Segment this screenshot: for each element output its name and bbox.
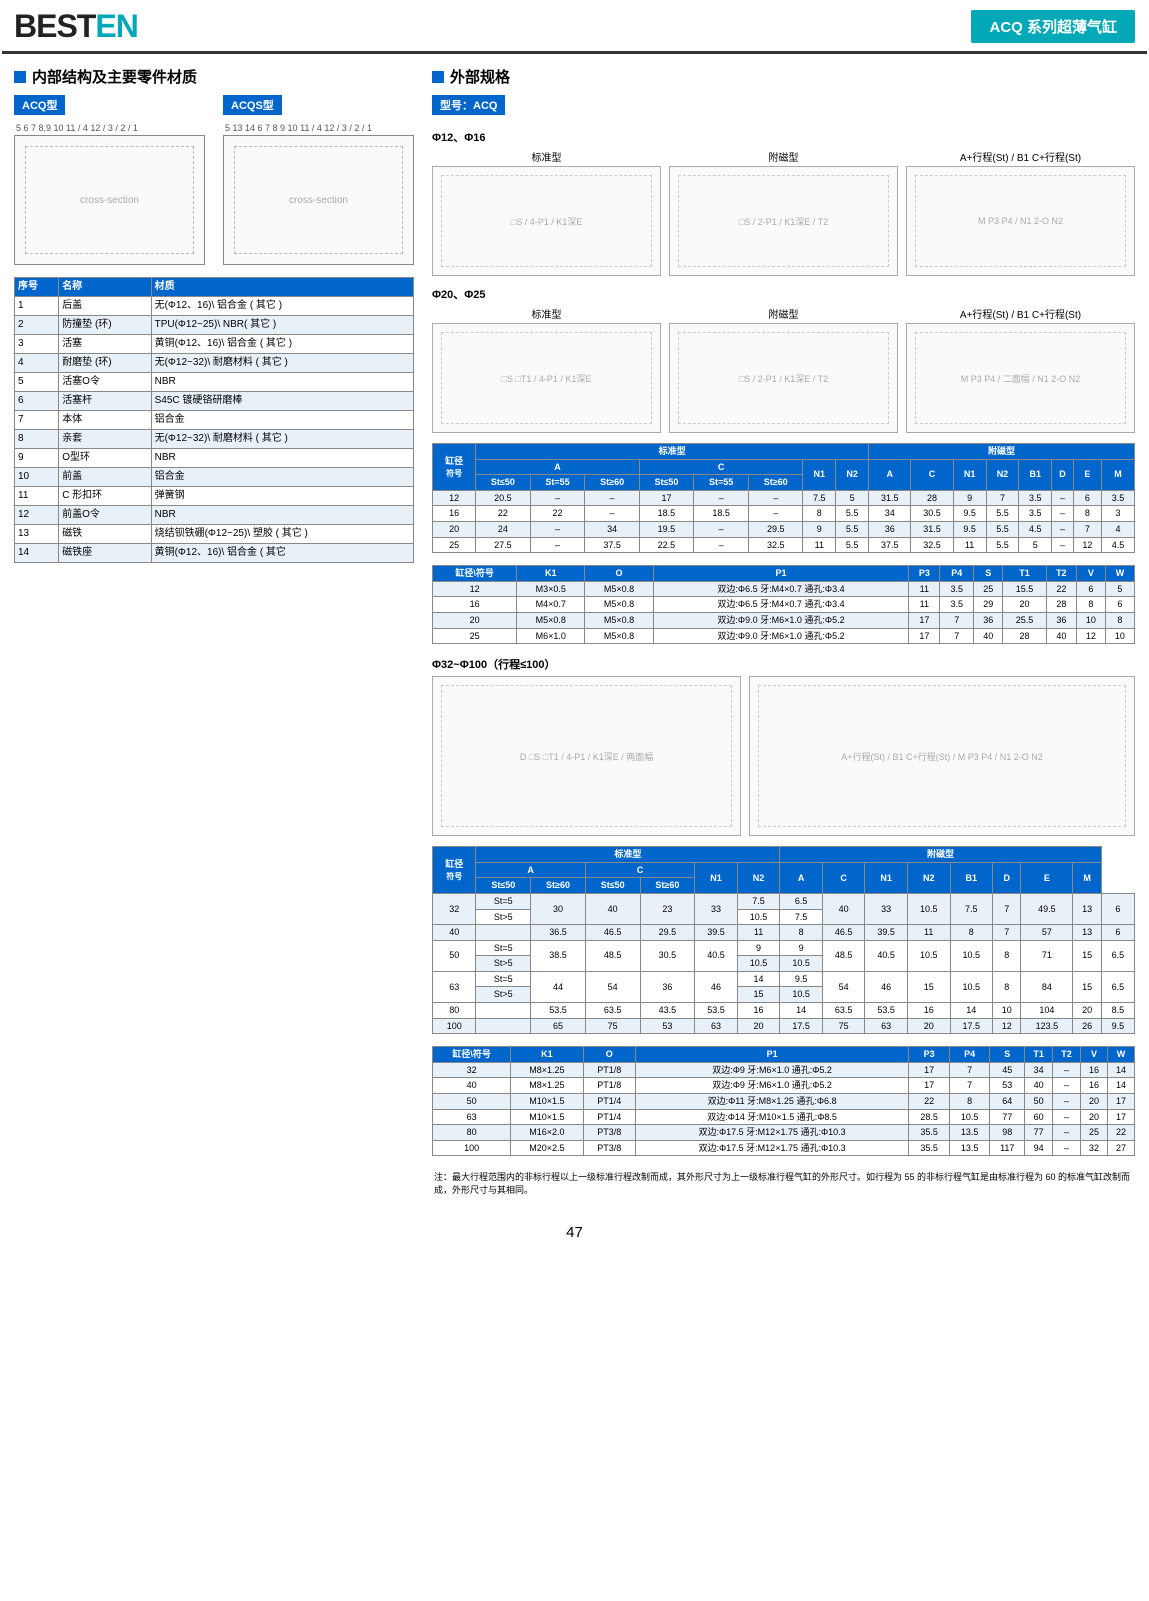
parts-col: 材质 (151, 278, 413, 297)
table-row: 9O型环NBR (15, 449, 414, 468)
parts-col: 名称 (59, 278, 151, 297)
table-row: 3活塞黄铜(Φ12、16)\ 铝合金 ( 其它 ) (15, 335, 414, 354)
table-row: 12前盖O令NBR (15, 506, 414, 525)
std-label: 标准型 (432, 149, 661, 164)
table-row: 8亲套无(Φ12~32)\ 耐磨材料 ( 其它 ) (15, 430, 414, 449)
dimension-table-1: 缸径符号标准型附磁型ACN1N2ACN1N2B1DEMSt≤50St=55St≥… (432, 443, 1135, 553)
std-label-2: 标准型 (432, 306, 661, 321)
table-row: 6活塞杆S45C 镀硬铬研磨棒 (15, 392, 414, 411)
labels-acqs: 5 13 14 6 7 8 9 10 11 / 4 12 / 3 / 2 / 1 (223, 121, 414, 135)
dim-diagram-12-std: □S / 4-P1 / K1深E (432, 166, 661, 276)
section3-title: Φ32~Φ100（行程≤100） (432, 656, 1135, 672)
dim-diagram-20-std: □S □T1 / 4-P1 / K1深E (432, 323, 661, 433)
table-row: 13磁铁烧结钡铁硼(Φ12~25)\ 塑胶 ( 其它 ) (15, 525, 414, 544)
diagram-acqs: cross-section (223, 135, 414, 265)
parts-col: 序号 (15, 278, 59, 297)
dim-diagram-20-side: M P3 P4 / 二面幅 / N1 2-O N2 (906, 323, 1135, 433)
table-row: 11C 形扣环弹簧钢 (15, 487, 414, 506)
diagram-acq: cross-section (14, 135, 205, 265)
table-row: 10前盖铝合金 (15, 468, 414, 487)
mag-label-2: 附磁型 (669, 306, 898, 321)
square-icon (432, 71, 444, 83)
mag-label: 附磁型 (669, 149, 898, 164)
section1-title: Φ12、Φ16 (432, 129, 1135, 145)
logo: BESTEN (14, 8, 138, 45)
table-row: 14磁铁座黄铜(Φ12、16)\ 铝合金 ( 其它 (15, 544, 414, 563)
table-row: 2防撞垫 (环)TPU(Φ12~25)\ NBR( 其它 ) (15, 316, 414, 335)
right-title-text: 外部规格 (450, 66, 510, 87)
table-row: 7本体铝合金 (15, 411, 414, 430)
table-row: 1后盖无(Φ12、16)\ 铝合金 ( 其它 ) (15, 297, 414, 316)
table-row: 4耐磨垫 (环)无(Φ12~32)\ 耐磨材料 ( 其它 ) (15, 354, 414, 373)
labels-acq: 5 6 7 8,9 10 11 / 4 12 / 3 / 2 / 1 (14, 121, 205, 135)
annot-top-2: A+行程(St) / B1 C+行程(St) (906, 306, 1135, 321)
row-labels-1: 标准型 附磁型 A+行程(St) / B1 C+行程(St) (432, 149, 1135, 164)
dim-diagram-32-front: D □S □T1 / 4-P1 / K1深E / 两面幅 (432, 676, 741, 836)
page-header: BESTEN ACQ 系列超薄气缸 (2, 2, 1147, 54)
left-column: 内部结构及主要零件材质 ACQ型 5 6 7 8,9 10 11 / 4 12 … (14, 66, 414, 1200)
logo-left: BEST (14, 8, 95, 44)
left-title-text: 内部结构及主要零件材质 (32, 66, 197, 87)
parts-table: 序号名称材质 1后盖无(Φ12、16)\ 铝合金 ( 其它 )2防撞垫 (环)T… (14, 277, 414, 563)
row-labels-2: 标准型 附磁型 A+行程(St) / B1 C+行程(St) (432, 306, 1135, 321)
dim-diagram-12-side: M P3 P4 / N1 2-O N2 (906, 166, 1135, 276)
type-tag-acqs: ACQS型 (223, 95, 282, 115)
left-title: 内部结构及主要零件材质 (14, 66, 414, 87)
dimension-table-2: 缸径\符号K1OP1P3P4ST1T2VW12M3×0.5M5×0.8双边:Φ6… (432, 565, 1135, 644)
model-tag: 型号：ACQ (432, 95, 505, 115)
right-column: 外部规格 型号：ACQ Φ12、Φ16 标准型 附磁型 A+行程(St) / B… (432, 66, 1135, 1200)
table-row: 5活塞O令NBR (15, 373, 414, 392)
dimension-table-3: 缸径符号标准型附磁型ACN1N2ACN1N2B1DEMSt≤50St≥60St≤… (432, 846, 1135, 1034)
dim-diagram-20-mag: □S / 2-P1 / K1深E / T2 (669, 323, 898, 433)
annot-top: A+行程(St) / B1 C+行程(St) (906, 149, 1135, 164)
footnote: 注：最大行程范围内的非标行程以上一级标准行程改制而成，其外形尺寸为上一级标准行程… (432, 1168, 1135, 1199)
logo-right: EN (95, 8, 137, 44)
dimension-table-4: 缸径\符号K1OP1P3P4ST1T2VW32M8×1.25PT1/8双边:Φ9… (432, 1046, 1135, 1156)
dim-diagram-12-mag: □S / 2-P1 / K1深E / T2 (669, 166, 898, 276)
right-title: 外部规格 (432, 66, 1135, 87)
type-tag-acq: ACQ型 (14, 95, 65, 115)
section2-title: Φ20、Φ25 (432, 286, 1135, 302)
square-icon (14, 71, 26, 83)
series-tag: ACQ 系列超薄气缸 (971, 10, 1135, 43)
dim-diagram-32-side: A+行程(St) / B1 C+行程(St) / M P3 P4 / N1 2-… (749, 676, 1135, 836)
page-number: 47 (2, 1212, 1147, 1253)
